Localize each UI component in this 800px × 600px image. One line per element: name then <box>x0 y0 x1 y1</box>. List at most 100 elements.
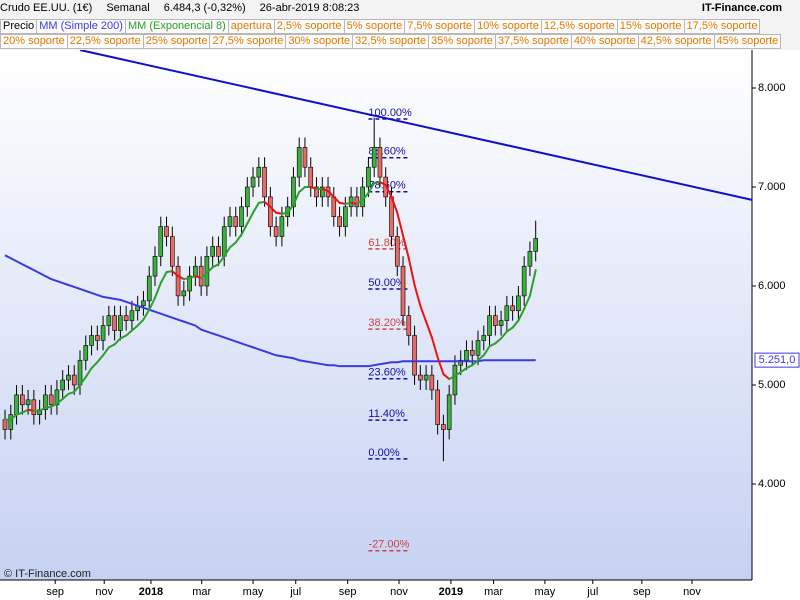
ma-segment <box>153 282 162 299</box>
fib-label: 61.80% <box>368 237 406 249</box>
ma-segment <box>361 191 370 201</box>
candle-body <box>8 414 14 430</box>
ma-segment <box>61 392 70 400</box>
ma-segment <box>234 233 243 244</box>
candle-body <box>533 238 538 252</box>
ma-segment <box>263 200 272 208</box>
legend-item: MM (Exponencial 8) <box>124 19 229 34</box>
ma-segment <box>384 184 393 198</box>
ma-segment <box>402 234 410 260</box>
candle-body <box>95 335 100 341</box>
ma-segment <box>309 186 318 190</box>
candle-body <box>423 374 429 381</box>
ma-segment <box>298 186 306 193</box>
candle-body <box>314 186 319 198</box>
ma-segment <box>205 266 214 275</box>
ma-segment <box>107 343 116 349</box>
ma-segment <box>38 406 47 412</box>
ma-segment <box>125 329 133 337</box>
candle-body <box>504 305 510 321</box>
candle-body <box>100 325 106 341</box>
x-tick-label: nov <box>95 586 113 598</box>
ma-segment <box>177 275 185 281</box>
ma-segment <box>9 413 18 421</box>
ma-segment <box>448 375 456 381</box>
legend-item: 40% soporte <box>570 34 639 49</box>
ma-segment <box>67 390 76 395</box>
x-tick-label: jul <box>289 586 301 598</box>
ma-segment <box>355 198 364 205</box>
candle-body <box>279 216 285 237</box>
candle-body <box>256 166 262 178</box>
ma-segment <box>477 354 485 362</box>
candle-body <box>2 419 8 430</box>
x-tick-label: mar <box>192 586 211 598</box>
ma-segment <box>523 294 531 310</box>
fib-label: 0.00% <box>368 447 399 459</box>
ma-segment <box>442 373 451 381</box>
header: Crudo EE.UU. (1€) Semanal 6.484,3 (-0,32… <box>0 0 800 50</box>
ma-segment <box>50 402 58 408</box>
legend-item: 45% soporte <box>713 34 782 49</box>
ma-segment <box>142 308 151 321</box>
y-tick-label: 6.000 <box>758 280 786 292</box>
ma-segment <box>367 182 376 194</box>
candle-body <box>429 374 435 391</box>
ma-segment <box>396 211 405 237</box>
candle-body <box>146 275 152 302</box>
ma-segment <box>90 361 99 370</box>
candle-body <box>487 315 492 336</box>
ma-segment <box>96 354 105 364</box>
x-tick-label: may <box>535 586 556 598</box>
x-tick-label: 2019 <box>439 586 463 598</box>
legend-row: Precio MM (Simple 200) MM (Exponencial 8) a… <box>0 19 761 34</box>
ma-segment <box>21 408 30 414</box>
candle-body <box>106 315 112 326</box>
candle-body <box>221 226 227 257</box>
legend-item: 17,5% soporte <box>683 19 761 34</box>
legend-item: 12,5% soporte <box>540 19 618 34</box>
x-tick-label: sep <box>46 586 64 598</box>
ma-segment <box>223 246 231 258</box>
candle-body <box>371 147 377 168</box>
ma-segment <box>171 270 180 278</box>
candle-body <box>164 226 169 237</box>
ma-segment <box>459 367 468 374</box>
x-tick-label: nov <box>390 586 408 598</box>
legend-item: 35% soporte <box>428 34 496 49</box>
ma-segment <box>84 367 93 379</box>
ma-segment <box>113 337 122 346</box>
fib-label: 23.60% <box>368 367 406 379</box>
y-tick-label: 4.000 <box>758 478 786 490</box>
legend-item: 30% soporte <box>285 34 354 49</box>
ma-segment <box>321 187 330 192</box>
fib-label: 11.40% <box>368 408 405 420</box>
candle-body <box>302 147 308 168</box>
candle-body <box>308 166 314 188</box>
candle-body <box>268 196 273 227</box>
x-tick-label: nov <box>683 586 701 598</box>
candle-body <box>152 255 158 277</box>
ma-segment <box>73 383 82 393</box>
ma-segment <box>419 304 428 323</box>
y-tick-label: 7.000 <box>758 181 786 193</box>
legend-item: 2,5% soporte <box>273 19 345 34</box>
candle-body <box>469 350 475 356</box>
candle-body <box>210 246 215 257</box>
last-value-label: 5.251,0 <box>759 354 796 366</box>
x-tick-label: 2018 <box>139 586 163 598</box>
legend-item: Precio <box>0 19 38 34</box>
ma-segment <box>494 337 503 345</box>
candle-body <box>175 265 181 297</box>
candle-body <box>158 226 164 257</box>
last-value-box <box>754 352 800 368</box>
y-axis-area <box>752 50 800 580</box>
candle-body <box>481 335 487 341</box>
title-row: Crudo EE.UU. (1€) Semanal 6.484,3 (-0,32… <box>0 1 800 16</box>
fib-label: -27.00% <box>368 539 409 551</box>
legend-item: apertura <box>227 19 275 34</box>
legend-item: 20% soporte <box>0 34 68 49</box>
ma-segment <box>430 336 439 359</box>
x-tick-label: jul <box>586 586 598 598</box>
